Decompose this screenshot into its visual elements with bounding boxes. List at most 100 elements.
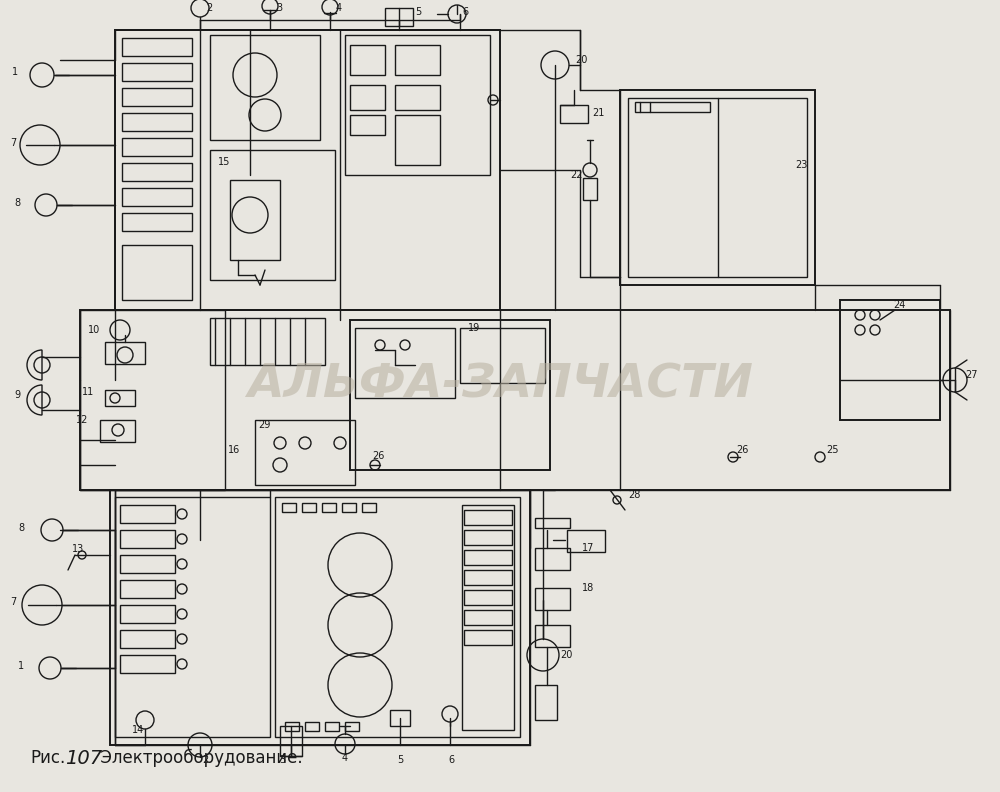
Bar xyxy=(110,490,530,745)
Text: 18: 18 xyxy=(582,583,594,593)
Bar xyxy=(350,45,385,75)
Text: 12: 12 xyxy=(76,415,88,425)
Bar xyxy=(464,590,512,605)
Text: 14: 14 xyxy=(132,725,144,735)
Bar xyxy=(620,90,815,285)
Text: 1: 1 xyxy=(12,67,18,77)
Bar xyxy=(350,115,385,135)
Bar xyxy=(120,630,175,648)
Bar xyxy=(282,503,296,512)
Text: 26: 26 xyxy=(372,451,384,461)
Bar xyxy=(105,342,145,364)
Bar xyxy=(395,45,440,75)
Text: 22: 22 xyxy=(570,170,582,180)
Bar xyxy=(80,310,950,490)
Text: 17: 17 xyxy=(582,543,594,553)
Text: 5: 5 xyxy=(415,7,421,17)
Text: 6: 6 xyxy=(448,755,454,765)
Bar xyxy=(122,245,192,300)
Bar xyxy=(628,98,807,277)
Bar xyxy=(305,722,319,731)
Text: 28: 28 xyxy=(628,490,640,500)
Bar xyxy=(395,85,440,110)
Bar xyxy=(122,163,192,181)
Bar xyxy=(464,630,512,645)
Text: 21: 21 xyxy=(592,108,604,118)
Bar xyxy=(230,180,280,260)
Text: 20: 20 xyxy=(560,650,572,660)
Text: АЛЬФА-ЗАПЧАСТИ: АЛЬФА-ЗАПЧАСТИ xyxy=(247,363,753,408)
Bar xyxy=(535,518,570,528)
Text: 9: 9 xyxy=(14,390,20,400)
Text: 11: 11 xyxy=(82,387,94,397)
Bar xyxy=(122,188,192,206)
Text: 16: 16 xyxy=(228,445,240,455)
Bar xyxy=(285,722,299,731)
Text: 19: 19 xyxy=(468,323,480,333)
Bar xyxy=(80,310,225,490)
Bar xyxy=(122,113,192,131)
Text: 8: 8 xyxy=(14,198,20,208)
Text: 2: 2 xyxy=(202,755,208,765)
Bar xyxy=(464,610,512,625)
Bar xyxy=(840,300,940,420)
Bar xyxy=(464,530,512,545)
Bar xyxy=(120,655,175,673)
Bar xyxy=(567,530,605,552)
Text: 4: 4 xyxy=(336,3,342,13)
Bar xyxy=(275,497,520,737)
Text: 3: 3 xyxy=(279,755,285,765)
Text: 25: 25 xyxy=(826,445,838,455)
Text: 27: 27 xyxy=(965,370,978,380)
Text: 15: 15 xyxy=(218,157,230,167)
Text: 26: 26 xyxy=(736,445,748,455)
Text: 13: 13 xyxy=(72,544,84,554)
Bar xyxy=(535,625,570,647)
Text: 6: 6 xyxy=(462,7,468,17)
Text: 107: 107 xyxy=(65,748,102,767)
Text: 23: 23 xyxy=(795,160,807,170)
Bar xyxy=(122,38,192,56)
Bar xyxy=(302,503,316,512)
Bar xyxy=(210,150,335,280)
Text: 7: 7 xyxy=(10,597,16,607)
Bar xyxy=(464,570,512,585)
Text: 4: 4 xyxy=(342,753,348,763)
Bar xyxy=(350,320,550,470)
Bar xyxy=(120,530,175,548)
Text: 29: 29 xyxy=(258,420,270,430)
Text: Рис.: Рис. xyxy=(30,749,65,767)
Bar xyxy=(122,63,192,81)
Bar xyxy=(322,503,336,512)
Bar xyxy=(464,510,512,525)
Text: 1: 1 xyxy=(18,661,24,671)
Bar xyxy=(120,580,175,598)
Text: 3: 3 xyxy=(276,3,282,13)
Bar xyxy=(635,102,710,112)
Bar xyxy=(385,8,413,26)
Bar xyxy=(535,685,557,720)
Bar xyxy=(122,213,192,231)
Bar xyxy=(115,30,500,310)
Bar xyxy=(342,503,356,512)
Bar xyxy=(390,710,410,726)
Bar xyxy=(345,35,490,175)
Bar xyxy=(535,588,570,610)
Bar xyxy=(122,88,192,106)
Bar xyxy=(100,420,135,442)
Text: 10: 10 xyxy=(88,325,100,335)
Text: 20: 20 xyxy=(575,55,587,65)
Bar xyxy=(280,726,302,756)
Bar xyxy=(120,605,175,623)
Bar xyxy=(560,105,588,123)
Bar xyxy=(122,138,192,156)
Text: 5: 5 xyxy=(397,755,403,765)
Bar xyxy=(120,555,175,573)
Bar xyxy=(583,178,597,200)
Bar xyxy=(210,318,325,365)
Bar xyxy=(115,497,270,737)
Bar xyxy=(462,505,514,730)
Bar xyxy=(464,550,512,565)
Text: 7: 7 xyxy=(10,138,16,148)
Bar xyxy=(105,390,135,406)
